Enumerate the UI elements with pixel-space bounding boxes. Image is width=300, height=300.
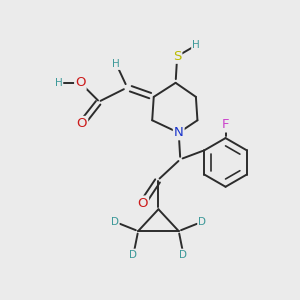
Text: H: H bbox=[112, 59, 120, 69]
Text: F: F bbox=[222, 118, 229, 131]
Text: H: H bbox=[192, 40, 200, 50]
Text: S: S bbox=[173, 50, 181, 63]
Text: N: N bbox=[174, 126, 184, 139]
Text: O: O bbox=[138, 196, 148, 209]
Text: D: D bbox=[130, 250, 137, 260]
Text: O: O bbox=[77, 117, 87, 130]
Text: H: H bbox=[55, 78, 62, 88]
Text: D: D bbox=[111, 217, 119, 227]
Text: D: D bbox=[179, 250, 188, 260]
Text: D: D bbox=[198, 217, 206, 227]
Text: O: O bbox=[75, 76, 86, 89]
